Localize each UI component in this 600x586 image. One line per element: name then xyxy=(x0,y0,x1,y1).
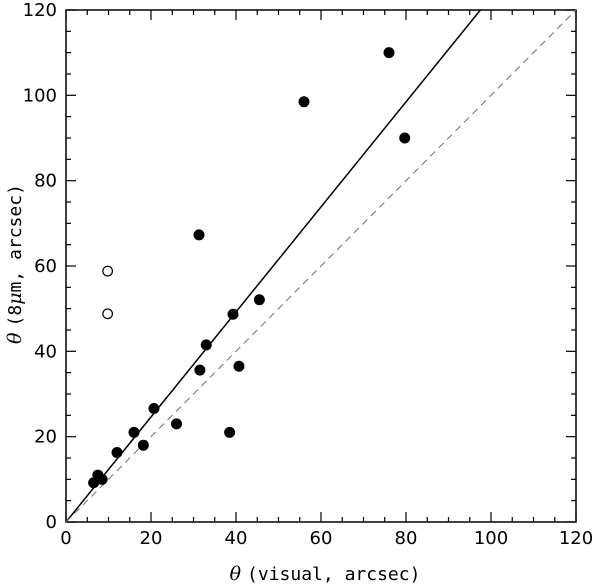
axis-tick-labels: 0 20 40 60 80 100 120 0 20 40 60 80 100 120 xyxy=(23,0,594,549)
y-axis-symbol: θ xyxy=(4,332,26,344)
filled-data-point xyxy=(111,446,123,458)
x-tick-label: 60 xyxy=(310,528,333,549)
fit-line xyxy=(65,9,481,523)
y-tick-label: 80 xyxy=(34,171,57,192)
filled-data-point xyxy=(298,96,310,108)
filled-data-point xyxy=(200,339,212,351)
filled-data-point xyxy=(96,473,108,485)
y-tick-label: 120 xyxy=(23,0,57,21)
filled-data-point xyxy=(128,426,140,438)
y-tick-label: 0 xyxy=(46,512,57,533)
filled-data-point xyxy=(148,403,160,415)
filled-data-point xyxy=(224,426,236,438)
filled-data-point xyxy=(383,47,395,59)
data-points xyxy=(88,47,411,489)
filled-data-point xyxy=(253,294,265,306)
y-tick-label: 60 xyxy=(34,256,57,277)
filled-data-point xyxy=(194,364,206,376)
y-axis-text-after: m, arcsec) xyxy=(5,184,26,292)
open-data-point xyxy=(102,308,114,320)
x-tick-label: 0 xyxy=(60,528,71,549)
x-tick-label: 80 xyxy=(395,528,418,549)
y-tick-label: 40 xyxy=(34,341,57,362)
x-axis-title: θ (visual, arcsec) xyxy=(230,563,421,585)
filled-data-point xyxy=(233,360,245,372)
filled-data-point xyxy=(137,439,149,451)
axis-ticks xyxy=(65,9,577,523)
y-tick-label: 100 xyxy=(23,85,57,106)
x-tick-label: 20 xyxy=(140,528,163,549)
filled-data-point xyxy=(171,418,182,430)
filled-data-point xyxy=(227,308,239,320)
x-axis-text: (visual, arcsec) xyxy=(247,564,420,585)
x-tick-label: 100 xyxy=(474,528,508,549)
y-axis-mu: μ xyxy=(4,292,26,304)
open-data-point xyxy=(102,265,114,277)
x-axis-symbol: θ xyxy=(230,563,242,585)
filled-data-point xyxy=(399,132,411,144)
x-tick-label: 40 xyxy=(225,528,248,549)
y-axis-title: θ (8μm, arcsec) xyxy=(4,184,26,344)
filled-data-point xyxy=(193,229,205,241)
y-axis-text-before: (8 xyxy=(5,305,26,327)
y-tick-label: 20 xyxy=(34,427,57,448)
one-to-one-line xyxy=(65,9,577,523)
x-tick-label: 120 xyxy=(559,528,593,549)
